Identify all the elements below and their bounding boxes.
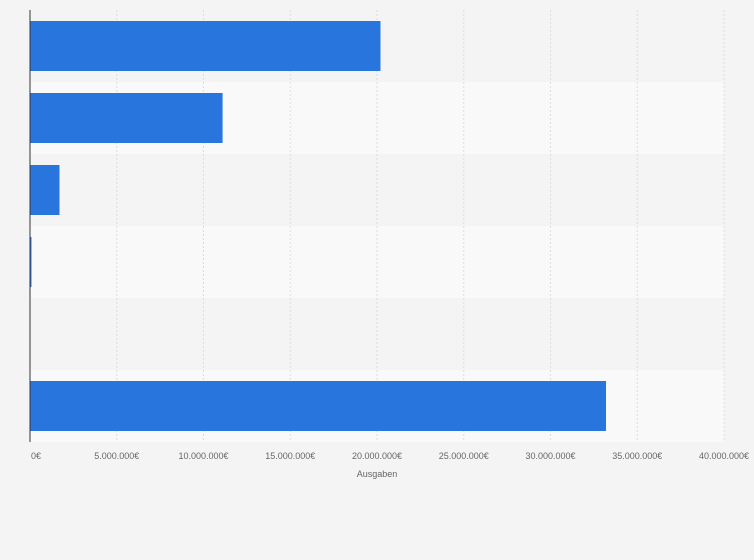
x-tick-label: 10.000.000€ [178, 451, 228, 461]
x-tick-label: 15.000.000€ [265, 451, 315, 461]
bar [30, 165, 60, 215]
x-tick-label: 25.000.000€ [439, 451, 489, 461]
bars [30, 21, 607, 431]
grid-lines [116, 10, 725, 442]
bar [30, 93, 223, 143]
x-tick-label: 35.000.000€ [612, 451, 662, 461]
x-tick-labels: 0€ 5.000.000€ 10.000.000€ 15.000.000€ 20.000… [31, 451, 749, 461]
x-tick-label: 5.000.000€ [94, 451, 139, 461]
x-tick-label: 30.000.000€ [525, 451, 575, 461]
x-tick-label: 40.000.000€ [699, 451, 749, 461]
x-tick-label: 20.000.000€ [352, 451, 402, 461]
bar [30, 237, 32, 287]
x-axis-title: Ausgaben [357, 469, 398, 479]
bar [30, 381, 607, 431]
x-tick-label: 0€ [31, 451, 41, 461]
bar [30, 21, 381, 71]
